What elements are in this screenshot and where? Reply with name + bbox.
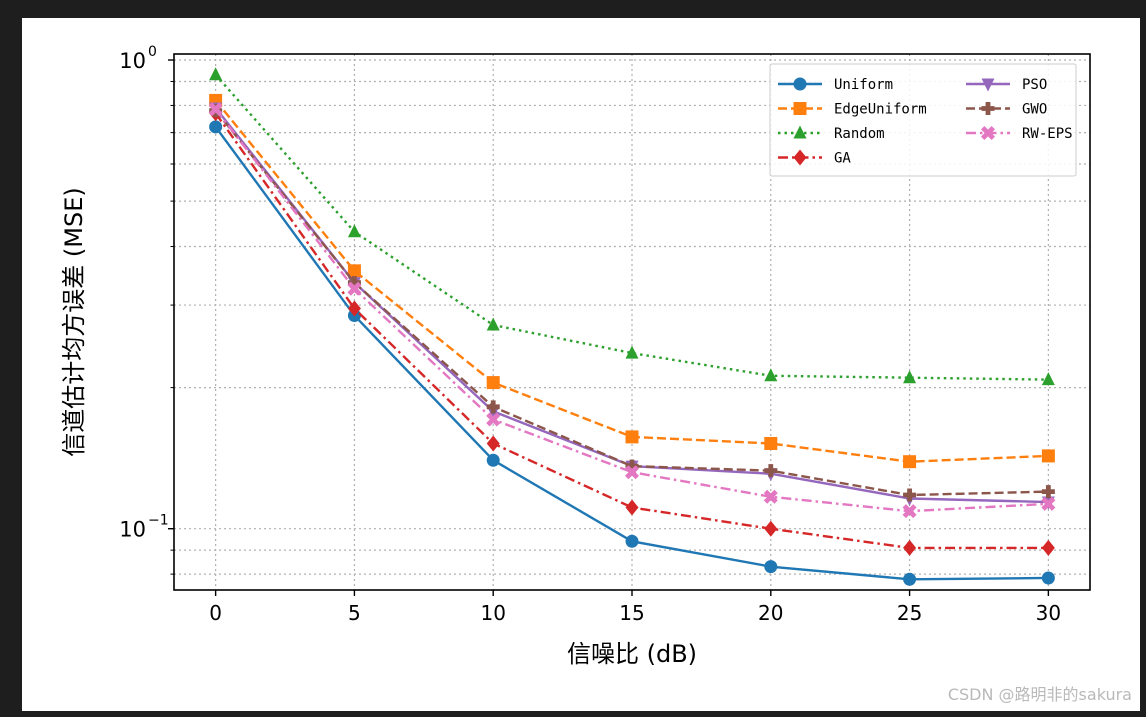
legend-label: EdgeUniform (834, 102, 927, 118)
data-point (625, 499, 639, 516)
data-point (1041, 496, 1056, 511)
legend-item: GWO (966, 102, 1047, 118)
legend-item: Random (778, 125, 885, 142)
data-point (347, 224, 361, 238)
watermark: CSDN @路明非的sakura (947, 685, 1132, 704)
legend-label: RW-EPS (1022, 126, 1073, 142)
series-rw-eps (208, 102, 1056, 519)
legend-item: RW-EPS (966, 125, 1073, 142)
data-point (347, 281, 362, 296)
data-point (764, 436, 778, 450)
data-point (902, 504, 917, 519)
data-point (625, 459, 639, 473)
data-point (486, 400, 500, 414)
figure-frame: 0 5 10 15 20 25 30 10 0 10 −1 信噪比 (dB) 信道估计均方误差 (MSE… (22, 18, 1140, 711)
data-point-shape (347, 281, 362, 296)
data-point (486, 317, 500, 331)
data-point (764, 464, 778, 478)
y-axis-label: 信道估计均方误差 (MSE) (60, 187, 88, 456)
legend-item: EdgeUniform (778, 102, 927, 118)
y-tick-label: 10 (119, 49, 146, 73)
data-point (625, 534, 639, 548)
data-point (624, 465, 640, 480)
data-point (625, 345, 639, 359)
data-point-shape (763, 489, 778, 504)
data-point (903, 370, 917, 384)
x-tick-label: 25 (897, 601, 922, 625)
data-point-shape (1041, 496, 1056, 511)
data-point (793, 125, 807, 139)
data-point (764, 368, 778, 382)
data-point-shape (980, 125, 996, 141)
data-point (903, 539, 917, 556)
data-point (764, 520, 778, 537)
legend-box (769, 63, 1077, 177)
data-point (347, 264, 361, 278)
x-tick-label: 15 (619, 601, 644, 625)
y-tick-exponent: 0 (148, 44, 157, 60)
data-point (903, 572, 917, 586)
legend-label: GA (834, 151, 851, 167)
y-tick-label: 10 (119, 518, 146, 542)
data-point (903, 488, 917, 502)
data-point (1041, 539, 1055, 556)
data-point (1041, 485, 1055, 499)
data-point (903, 455, 917, 469)
legend: Uniform EdgeUniform Random GA PSO GWO RW-EPS (769, 63, 1077, 177)
data-point (793, 77, 807, 91)
data-point (347, 276, 361, 290)
data-point (1041, 571, 1055, 585)
data-point (486, 435, 500, 452)
data-point (625, 430, 639, 444)
data-point (793, 149, 807, 166)
data-point-shape (624, 465, 640, 480)
legend-item: PSO (966, 77, 1047, 93)
data-point (347, 300, 361, 317)
legend-item: GA (778, 149, 851, 167)
data-point (763, 489, 778, 504)
data-point (981, 102, 995, 115)
x-tick-label: 5 (348, 601, 361, 625)
x-axis-label: 信噪比 (dB) (567, 640, 697, 668)
data-point (486, 453, 500, 467)
data-point (486, 412, 501, 427)
data-point-shape (208, 102, 223, 117)
data-point (1041, 372, 1055, 386)
data-point (208, 102, 223, 117)
series-random (209, 67, 1055, 386)
legend-label: PSO (1022, 77, 1047, 93)
series-edgeuniform (209, 93, 1055, 469)
data-point (981, 78, 995, 92)
legend-item: Uniform (778, 77, 893, 93)
legend-label: Uniform (834, 77, 893, 93)
data-point-shape (486, 412, 501, 427)
x-tick-label: 20 (758, 601, 783, 625)
data-point (486, 376, 500, 390)
data-point (209, 67, 223, 81)
legend-label: GWO (1022, 102, 1047, 118)
data-point-shape (902, 504, 917, 519)
x-tick-label: 30 (1036, 601, 1061, 625)
data-point (764, 560, 778, 574)
legend-label: Random (834, 126, 885, 142)
data-point (1041, 449, 1055, 463)
data-point (980, 125, 996, 141)
y-tick-exponent: −1 (148, 513, 169, 529)
x-tick-label: 10 (480, 601, 505, 625)
x-tick-label: 0 (209, 601, 222, 625)
data-point (793, 102, 807, 115)
data-point (209, 120, 223, 134)
